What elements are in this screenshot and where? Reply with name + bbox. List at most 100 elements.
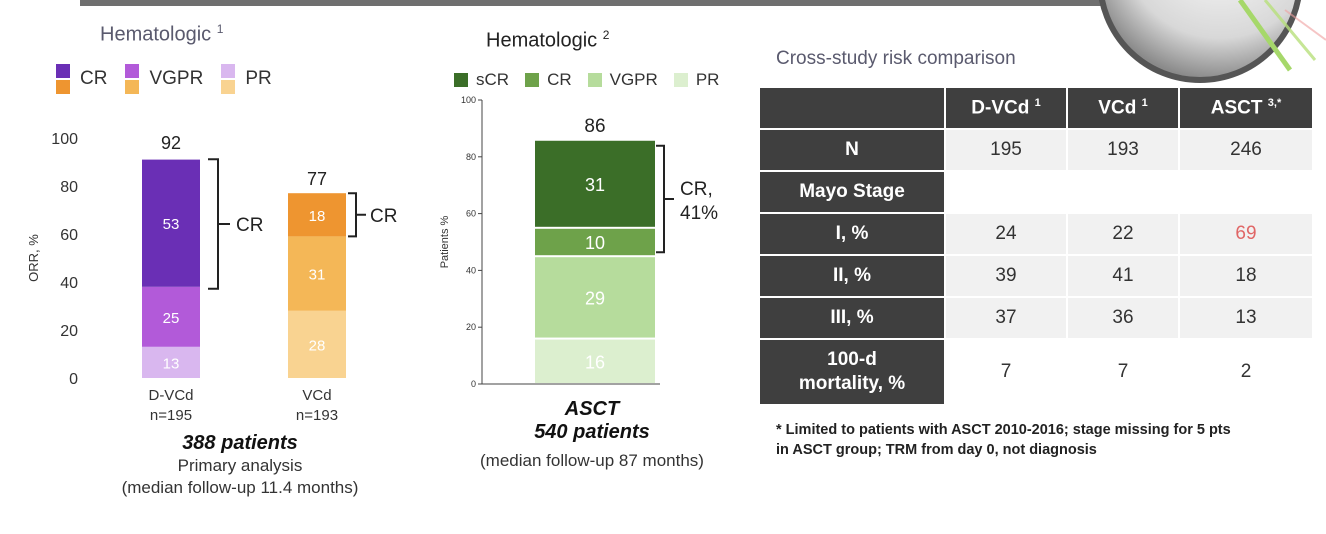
cell-mortality-asct: 2 <box>1178 338 1314 406</box>
bar-data-label: 16 <box>585 352 605 372</box>
panel2-title: Hematologic 2 <box>486 28 609 53</box>
table-row: Mayo Stage <box>758 170 1314 214</box>
bar-segment <box>142 159 200 287</box>
cell-mayo-asct <box>1178 170 1314 214</box>
legend-swatch-pr2 <box>673 73 688 87</box>
bar-segment <box>142 286 200 347</box>
cell-mortality-vcd: 7 <box>1066 338 1180 406</box>
bar-data-label: 18 <box>309 208 326 225</box>
legend-scr: sCR <box>454 70 509 90</box>
x-category-sublabel: n=193 <box>296 407 338 424</box>
row-label-stage-i: I, % <box>758 212 946 256</box>
bar-segment <box>288 236 346 311</box>
table-header-empty <box>758 86 946 130</box>
y-tick-label: 100 <box>51 131 78 148</box>
table-footnote: * Limited to patients with ASCT 2010-201… <box>776 420 1316 460</box>
cell-iii-vcd: 36 <box>1066 296 1180 340</box>
cell-n-vcd: 193 <box>1066 128 1180 172</box>
legend-swatch-vgpr2 <box>587 73 602 87</box>
panel2-title-text: Hematologic <box>486 29 598 52</box>
cell-i-vcd: 22 <box>1066 212 1180 256</box>
legend-cr: CR <box>56 63 107 95</box>
table-header-dvcd: D-VCd 1 <box>944 86 1068 130</box>
bar-data-label: 53 <box>163 216 180 233</box>
cr-bracket-label-line1: CR, <box>680 179 713 200</box>
panel2-caption-patients: 540 patients <box>534 421 650 443</box>
cell-ii-asct: 18 <box>1178 254 1314 298</box>
row-label-stage-iii: III, % <box>758 296 946 340</box>
row-label-stage-ii: II, % <box>758 254 946 298</box>
panel1-caption-line1: Primary analysis <box>177 456 303 475</box>
cell-mayo-dvcd <box>944 170 1068 214</box>
bar-segment <box>535 140 655 227</box>
y-axis-label: Patients % <box>439 215 451 268</box>
table-row: II, % 39 41 18 <box>758 254 1314 298</box>
bar-data-label: 28 <box>309 337 326 354</box>
decorative-corner-graphic <box>1090 0 1326 90</box>
footnote-line1: * Limited to patients with ASCT 2010-201… <box>776 422 1231 438</box>
row-label-mortality-line2: mortality, % <box>798 373 906 394</box>
bar-segment <box>535 257 655 338</box>
bar-segment <box>535 339 655 383</box>
table-header-vcd: VCd 1 <box>1066 86 1180 130</box>
y-tick-label: 0 <box>471 379 476 389</box>
legend-vgpr: VGPR <box>125 63 203 95</box>
bar-data-label: 13 <box>163 355 180 372</box>
legend-cr2: CR <box>525 70 572 90</box>
cr-bracket-label-vcd: CR <box>370 206 397 227</box>
legend-vgpr2: VGPR <box>587 70 658 90</box>
panel1-legend: CR VGPR PR <box>56 63 290 95</box>
x-category-label: VCd <box>302 387 331 404</box>
bar-data-label: 31 <box>309 267 326 284</box>
bar-segment <box>142 346 200 378</box>
y-tick-label: 60 <box>466 209 476 219</box>
bar-data-label: 29 <box>585 288 605 308</box>
legend-swatch-cr2 <box>525 73 540 87</box>
legend-label-vgpr: VGPR <box>149 68 204 89</box>
legend-pr: PR <box>221 63 272 95</box>
cell-iii-dvcd: 37 <box>944 296 1068 340</box>
panel2-title-sup: 2 <box>602 28 610 42</box>
col-sup-vcd: 1 <box>1141 96 1148 109</box>
chart-2-asct: 0 20 40 60 80 100 Patients % 16 29 10 31 86 CR, 41% <box>439 95 718 389</box>
legend-label-cr: CR <box>80 68 108 89</box>
legend-pr2: PR <box>673 70 720 90</box>
panel1-title: Hematologic 1 <box>100 22 223 47</box>
bar-segment <box>535 228 655 256</box>
bar-total-label: 86 <box>584 116 605 137</box>
bar-data-label: 25 <box>163 310 180 327</box>
panel1-title-sup: 1 <box>216 22 224 36</box>
table-header-asct: ASCT 3,* <box>1178 86 1314 130</box>
y-tick-label: 0 <box>69 371 78 388</box>
y-tick-label: 40 <box>60 275 78 292</box>
cell-mayo-vcd <box>1066 170 1180 214</box>
col-label-dvcd: D-VCd <box>971 97 1030 119</box>
row-label-mortality-line1: 100-d <box>827 349 877 370</box>
col-label-asct: ASCT <box>1210 97 1263 119</box>
cell-n-asct: 246 <box>1178 128 1314 172</box>
legend-swatch-purple-vgpr <box>125 64 140 78</box>
table-row: 100-d mortality, % 7 7 2 <box>758 338 1314 406</box>
col-sup-asct: 3,* <box>1267 96 1282 109</box>
x-category-label: D-VCd <box>148 387 193 404</box>
legend-swatch-orange-cr <box>56 80 70 94</box>
bar-data-label: 31 <box>585 175 605 195</box>
bar-total-label: 92 <box>161 133 181 153</box>
cr-bracket-label-line2: 41% <box>680 203 718 224</box>
bar-segment <box>288 193 346 237</box>
cr-bracket-label-dvcd: CR <box>236 215 263 236</box>
top-bar <box>80 0 1120 6</box>
cell-i-asct: 69 <box>1178 212 1314 256</box>
legend-label-pr2: PR <box>695 70 720 89</box>
footnote-line2: in ASCT group; TRM from day 0, not diagn… <box>776 442 1097 458</box>
panel2-legend: sCR CR VGPR PR <box>454 70 735 90</box>
bar-segment <box>288 310 346 378</box>
y-axis-label: ORR, % <box>26 234 41 282</box>
legend-swatch-scr <box>454 73 468 87</box>
col-sup-dvcd: 1 <box>1034 96 1041 109</box>
y-tick-label: 20 <box>60 323 78 340</box>
table-header-row: D-VCd 1 VCd 1 ASCT 3,* <box>758 86 1314 130</box>
row-label-mayo-stage: Mayo Stage <box>758 170 946 214</box>
table-row: I, % 24 22 69 <box>758 212 1314 256</box>
cell-n-dvcd: 195 <box>944 128 1068 172</box>
